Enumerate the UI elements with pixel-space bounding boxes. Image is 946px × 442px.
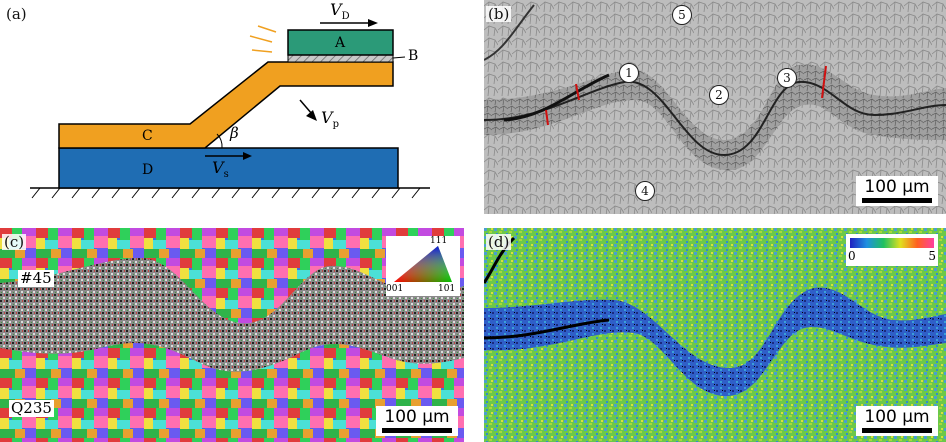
panel-b-micrograph: (b) 1 2 3 4 5 100 μm: [484, 0, 946, 214]
wavy-interface-band: [484, 64, 946, 171]
block-d: [58, 147, 399, 189]
material-top-label: #45: [18, 269, 54, 287]
vd-symbol: V: [330, 0, 342, 19]
block-b-leader: [392, 56, 406, 59]
vs-symbol: V: [212, 158, 224, 177]
ipf-legend: 111 001 101: [386, 236, 460, 296]
ipf-legend-triangle: [394, 246, 452, 282]
low-kam-band: [484, 287, 946, 397]
scale-bar-d-label: 100 μm: [864, 407, 930, 427]
kam-colorbar: 0 5: [846, 234, 938, 266]
marker-4: 4: [635, 181, 655, 201]
vp-symbol: V: [321, 108, 333, 127]
block-c-label: C: [142, 128, 153, 144]
panel-b-label: (b): [486, 5, 512, 23]
marker-5: 5: [672, 5, 692, 25]
vp-arrowhead: [306, 110, 317, 121]
material-bottom-label: Q235: [9, 399, 54, 417]
dark-interface: [484, 318, 610, 340]
vs-label: Vs: [212, 158, 229, 180]
vp-label: Vp: [321, 108, 339, 130]
scale-bar-b-line: [862, 198, 932, 203]
scale-bar-b-label: 100 μm: [864, 177, 930, 197]
block-c: [58, 61, 394, 149]
red-arrows: [545, 65, 827, 126]
panel-d-label: (d): [486, 233, 512, 251]
panel-d-ebsd-kam: (d) 0 5 100 μm: [484, 228, 946, 442]
block-b-label: B: [408, 48, 419, 64]
scale-bar-c-line: [382, 428, 452, 433]
vd-label: VD: [330, 0, 350, 22]
vp-subscript: p: [332, 119, 339, 131]
panel-c-label: (c): [2, 233, 27, 251]
vs-arrowhead: [243, 152, 252, 160]
interface-line: [484, 80, 946, 157]
marker-1: 1: [619, 63, 639, 83]
kam-colorbar-min: 0: [848, 249, 856, 263]
block-d-label: D: [142, 162, 154, 178]
vd-subscript: D: [341, 11, 350, 23]
panel-a-label: (a): [6, 5, 27, 23]
kam-colorbar-max: 5: [928, 249, 936, 263]
marker-2: 2: [709, 85, 729, 105]
beta-label: β: [230, 124, 239, 142]
scale-bar-b: 100 μm: [856, 176, 938, 206]
vp-arrow: [299, 99, 313, 115]
ipf-legend-111: 111: [430, 236, 448, 246]
dark-vortex: [503, 73, 610, 122]
panel-c-ebsd-ipf: (c) #45 Q235 111 001 101 100 μm: [0, 228, 464, 442]
panel-a-schematic: (a) A B C D β VD Vp Vs: [0, 0, 475, 215]
vd-arrowhead: [368, 19, 378, 27]
ipf-legend-001: 001: [386, 284, 404, 294]
block-b: [287, 54, 394, 63]
block-a: [287, 29, 394, 56]
deformed-band: [0, 258, 464, 372]
ground-hatch: [31, 187, 421, 199]
vs-subscript: s: [223, 169, 229, 181]
beta-arc: [216, 133, 223, 149]
ipf-legend-101: 101: [438, 284, 456, 294]
explosive-welding-schematic: [30, 19, 430, 199]
block-a-label: A: [335, 35, 346, 51]
kam-colorbar-gradient: [850, 238, 934, 248]
scale-bar-d-line: [862, 428, 932, 433]
scale-bar-d: 100 μm: [856, 406, 938, 436]
marker-3: 3: [777, 68, 797, 88]
detonation-lines: [249, 25, 277, 53]
scale-bar-c: 100 μm: [376, 406, 458, 436]
scale-bar-c-label: 100 μm: [384, 407, 450, 427]
dark-edge-top-left: [484, 4, 535, 61]
